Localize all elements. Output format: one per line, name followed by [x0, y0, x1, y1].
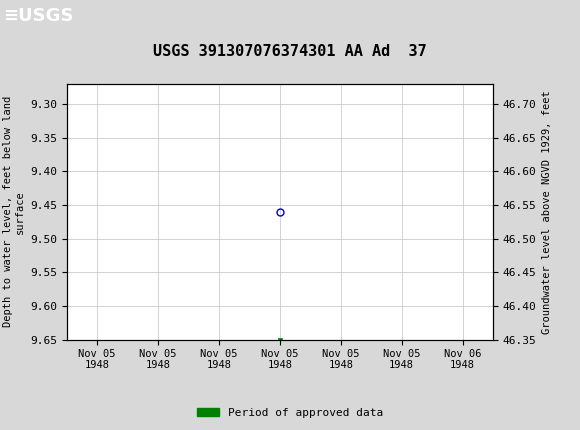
Text: ≡USGS: ≡USGS: [3, 7, 74, 25]
Legend: Period of approved data: Period of approved data: [193, 403, 387, 422]
Y-axis label: Depth to water level, feet below land
surface: Depth to water level, feet below land su…: [3, 96, 24, 327]
Y-axis label: Groundwater level above NGVD 1929, feet: Groundwater level above NGVD 1929, feet: [542, 90, 552, 334]
Text: USGS 391307076374301 AA Ad  37: USGS 391307076374301 AA Ad 37: [153, 44, 427, 59]
